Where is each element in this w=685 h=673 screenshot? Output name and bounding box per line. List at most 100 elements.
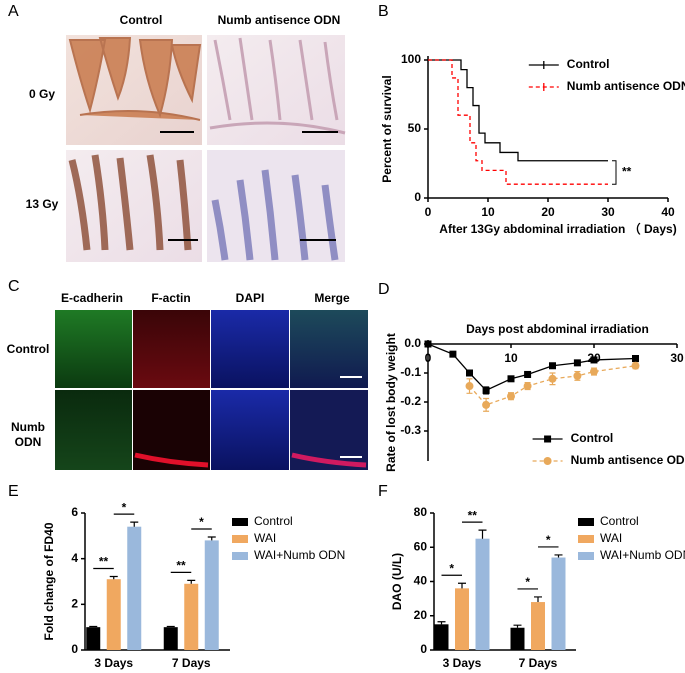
marker [632, 355, 639, 362]
annotation: ** [468, 508, 478, 522]
annotation: ** [176, 559, 186, 573]
micrograph [207, 150, 345, 262]
legend-swatch [578, 518, 594, 526]
marker [465, 382, 474, 391]
y-tick-label: 0 [414, 190, 421, 204]
marker [507, 375, 515, 383]
legend-label: WAI [600, 531, 622, 545]
x-tick-label: 0 [425, 205, 432, 219]
y-tick-label: -0.1 [400, 365, 421, 379]
column-label: Numb antisence ODN [218, 13, 341, 27]
error-bar [534, 596, 542, 603]
annotation: * [199, 515, 204, 529]
legend-swatch [578, 552, 594, 560]
annotation: * [525, 575, 530, 589]
x-tick-label: 7 Days [172, 656, 211, 670]
y-tick-label: -0.3 [400, 423, 421, 437]
y-tick-label: 20 [414, 608, 428, 622]
significance-bracket [612, 160, 617, 185]
legend-swatch [578, 535, 594, 543]
y-tick-label: 80 [414, 505, 428, 519]
column-label: F-actin [151, 291, 190, 305]
bar [455, 588, 469, 650]
error-bar [554, 554, 563, 558]
bar [475, 538, 490, 650]
marker [548, 374, 557, 383]
x-tick-label: 3 Days [94, 656, 133, 670]
x-tick-label: 30 [601, 205, 615, 219]
legend-label: Numb antisence ODN [571, 453, 685, 467]
legend-label: Control [600, 514, 639, 528]
marker [523, 382, 532, 391]
annotation: * [122, 500, 127, 514]
marker [549, 362, 556, 370]
error-bar [187, 579, 196, 584]
x-tick-label: 10 [481, 205, 495, 219]
marker [524, 370, 532, 378]
micrograph [207, 35, 346, 145]
legend-swatch [232, 518, 248, 526]
bar [551, 557, 566, 650]
marker [507, 392, 515, 401]
x-tick-label: 20 [541, 205, 555, 219]
y-tick-label: -0.2 [400, 394, 421, 408]
x-tick-label: 3 Days [443, 656, 482, 670]
x-tick-label: 7 Days [519, 656, 558, 670]
y-axis-label: Fold change of FD40 [42, 522, 56, 640]
y-tick-label: 4 [71, 551, 78, 565]
error-bar [166, 625, 175, 628]
y-tick-label: 0 [71, 642, 78, 656]
annotation: * [546, 533, 551, 547]
error-bar [513, 624, 522, 628]
y-tick-label: 0 [420, 642, 427, 656]
error-bar [89, 625, 98, 628]
bar [86, 627, 101, 650]
y-tick-label: 40 [414, 574, 428, 588]
legend-label: WAI+Numb ODN [254, 548, 345, 562]
legend-label: Control [254, 514, 293, 528]
bar [163, 627, 178, 650]
series-line [428, 59, 608, 162]
row-label: 13 Gy [26, 197, 59, 211]
y-tick-label: 50 [408, 121, 422, 135]
legend-swatch [232, 535, 248, 543]
bar [531, 602, 545, 650]
column-label: DAPI [236, 291, 265, 305]
legend-label: Control [567, 57, 610, 71]
marker [466, 369, 473, 377]
error-bar [109, 575, 118, 580]
annotation: ** [99, 555, 109, 569]
micrograph [66, 150, 202, 262]
y-tick-label: 0.0 [404, 336, 421, 350]
panel-label: A [8, 3, 19, 20]
row-label: Numb [11, 420, 45, 434]
chart-title: Days post abdominal irradiation [466, 322, 649, 336]
error-bar [458, 582, 466, 589]
error-bar [478, 529, 487, 539]
error-bar [207, 536, 216, 541]
marker [631, 361, 640, 370]
marker [573, 371, 582, 380]
fluorescence-grid [55, 310, 368, 470]
bar [510, 627, 525, 650]
marker [590, 367, 598, 376]
marker [573, 359, 581, 367]
series-line [428, 59, 608, 185]
y-axis-label: DAO (U/L) [390, 553, 404, 610]
legend-marker [544, 435, 552, 443]
panel-label: E [8, 483, 19, 500]
y-axis-label: Rate of lost body weight [384, 333, 398, 472]
bar [106, 579, 121, 650]
series-line [427, 343, 636, 392]
y-axis-label: Percent of survival [380, 75, 394, 182]
y-tick-label: 100 [401, 52, 421, 66]
x-tick-label: 30 [670, 351, 684, 365]
bar [127, 526, 142, 650]
x-axis-label: After 13Gy abdominal irradiation （ Days) [439, 221, 676, 236]
marker [424, 340, 432, 348]
error-bar [130, 521, 139, 527]
x-tick-label: 10 [504, 351, 518, 365]
x-tick-label: 0 [425, 351, 432, 365]
micrograph [66, 35, 202, 145]
error-bar [437, 621, 446, 625]
